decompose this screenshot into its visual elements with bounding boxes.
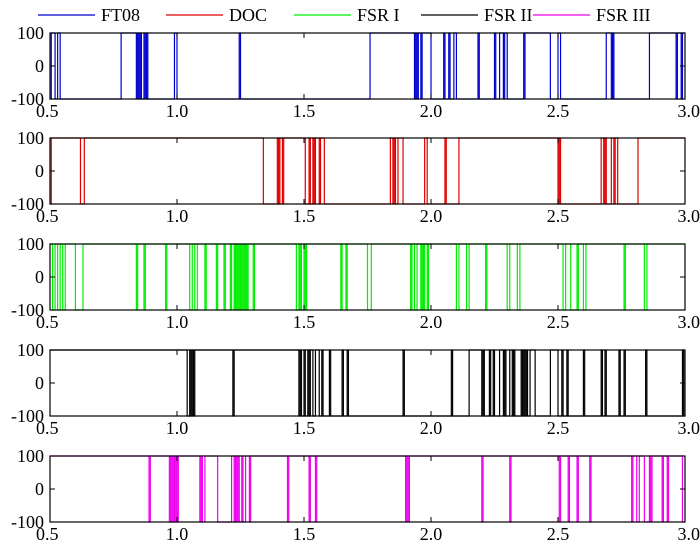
series-line <box>50 137 685 205</box>
x-tick-label: 1.5 <box>293 418 316 438</box>
legend-item: FT08 <box>38 5 140 25</box>
x-tick-label: 2.0 <box>420 312 443 332</box>
panel-ft08: 0.5 1.0 1.5 2.0 2.5 3.0 100 0 -100 <box>11 23 700 121</box>
x-tick-label: 2.0 <box>420 206 443 226</box>
legend-label: FSR II <box>484 5 533 25</box>
series-line <box>50 455 685 523</box>
y-tick-label: 100 <box>17 234 44 254</box>
y-tick-label: 0 <box>35 479 44 499</box>
series-line <box>50 243 685 311</box>
x-tick-label: 2.5 <box>547 206 570 226</box>
legend-label: DOC <box>229 5 267 25</box>
x-tick-label: 1.0 <box>166 312 189 332</box>
x-tick-label: 0.5 <box>36 101 59 121</box>
x-tick-label: 1.0 <box>166 524 189 544</box>
y-tick-label: -100 <box>11 406 44 426</box>
y-tick-label: -100 <box>11 300 44 320</box>
x-tick-label: 0.5 <box>36 524 59 544</box>
x-tick-label: 1.5 <box>293 524 316 544</box>
y-tick-label: 100 <box>17 128 44 148</box>
axes-frame <box>49 349 686 417</box>
legend: FT08 DOC FSR I FSR II FSR III <box>38 5 651 25</box>
y-tick-label: 100 <box>17 446 44 466</box>
panel-fsr-ii: 0.5 1.0 1.5 2.0 2.5 3.0 100 0 -100 <box>11 340 700 438</box>
legend-label: FSR I <box>357 5 400 25</box>
y-tick-label: 0 <box>35 161 44 181</box>
panel-fsr-iii: 0.5 1.0 1.5 2.0 2.5 3.0 100 0 -100 <box>11 446 700 544</box>
x-tick-label: 1.5 <box>293 312 316 332</box>
legend-item: FSR II <box>421 5 533 25</box>
x-tick-label: 2.5 <box>547 101 570 121</box>
x-tick-label: 0.5 <box>36 418 59 438</box>
y-tick-label: 0 <box>35 56 44 76</box>
x-tick-label: 1.0 <box>166 418 189 438</box>
x-tick-label: 1.0 <box>166 206 189 226</box>
axes-frame <box>49 137 686 205</box>
x-tick-label: 1.0 <box>166 101 189 121</box>
x-tick-label: 1.5 <box>293 101 316 121</box>
y-tick-label: 100 <box>17 340 44 360</box>
panel-fsr-i: 0.5 1.0 1.5 2.0 2.5 3.0 100 0 -100 <box>11 234 700 332</box>
legend-item: FSR I <box>294 5 400 25</box>
x-tick-label: 1.5 <box>293 206 316 226</box>
series-line <box>50 349 685 417</box>
y-tick-label: 100 <box>17 23 44 43</box>
legend-item: DOC <box>166 5 267 25</box>
x-tick-label: 2.5 <box>547 312 570 332</box>
x-tick-label: 3.0 <box>678 206 700 226</box>
legend-label: FT08 <box>101 5 140 25</box>
x-tick-label: 0.5 <box>36 206 59 226</box>
x-tick-label: 0.5 <box>36 312 59 332</box>
x-tick-label: 3.0 <box>678 312 700 332</box>
panel-doc: 0.5 1.0 1.5 2.0 2.5 3.0 100 0 -100 <box>11 128 700 226</box>
x-tick-label: 2.0 <box>420 418 443 438</box>
x-tick-label: 2.5 <box>547 524 570 544</box>
x-tick-label: 3.0 <box>678 524 700 544</box>
x-tick-label: 2.0 <box>420 101 443 121</box>
series-line <box>50 32 685 100</box>
x-tick-label: 2.0 <box>420 524 443 544</box>
legend-item: FSR III <box>533 5 651 25</box>
x-tick-label: 3.0 <box>678 101 700 121</box>
y-tick-label: 0 <box>35 267 44 287</box>
y-tick-label: 0 <box>35 373 44 393</box>
x-tick-label: 2.5 <box>547 418 570 438</box>
y-tick-label: -100 <box>11 512 44 532</box>
x-tick-label: 3.0 <box>678 418 700 438</box>
legend-label: FSR III <box>596 5 651 25</box>
y-tick-label: -100 <box>11 194 44 214</box>
y-tick-label: -100 <box>11 89 44 109</box>
